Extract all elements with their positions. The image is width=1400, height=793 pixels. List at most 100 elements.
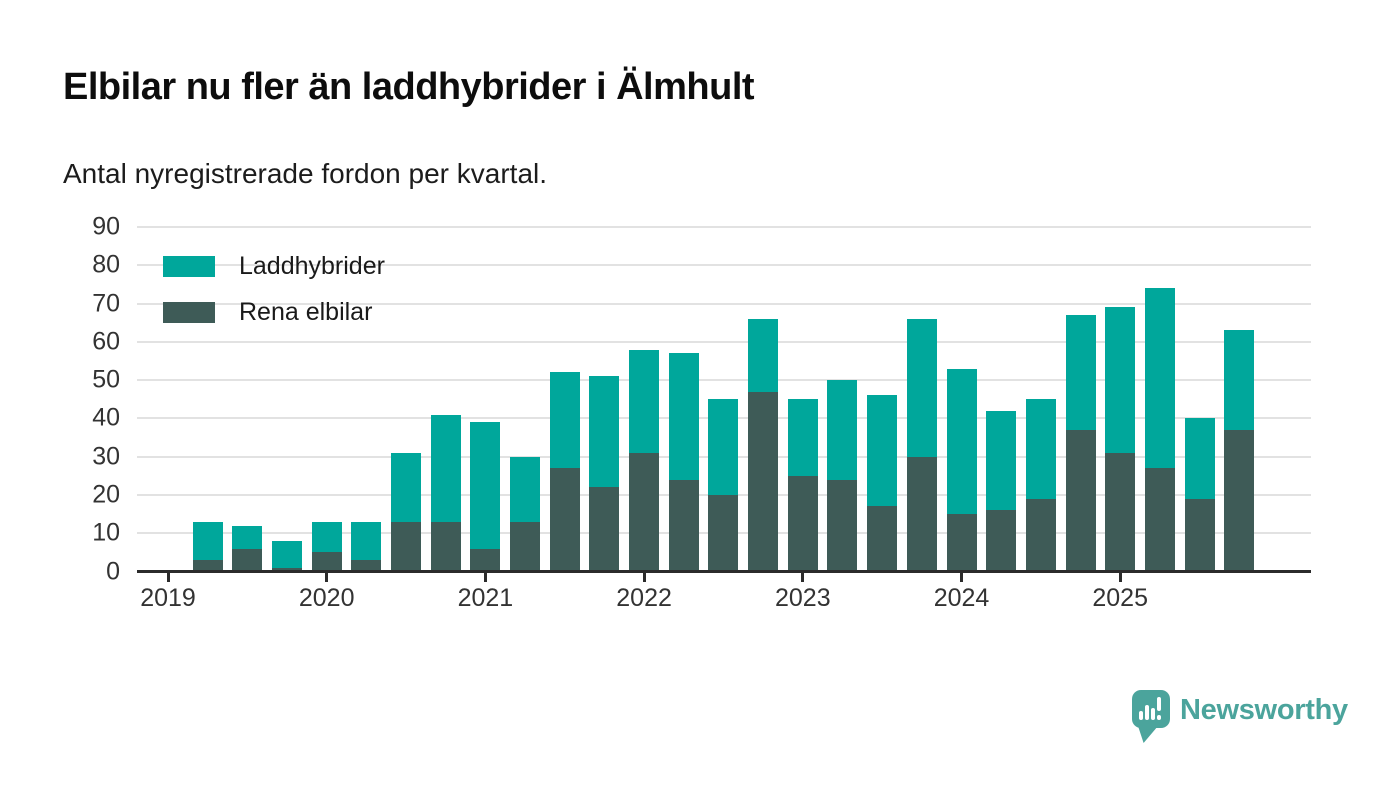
bar-segment-laddhybrider bbox=[1184, 418, 1215, 499]
bar-segment-rena-elbilar bbox=[1144, 468, 1175, 572]
x-axis-line bbox=[137, 570, 1311, 573]
bar-segment-laddhybrider bbox=[549, 372, 580, 469]
bar-segment-laddhybrider bbox=[192, 521, 223, 560]
gridline-y-80 bbox=[137, 264, 1311, 267]
bar-segment-rena-elbilar bbox=[787, 475, 818, 572]
bar-segment-rena-elbilar bbox=[867, 506, 898, 572]
bar-segment-laddhybrider bbox=[827, 380, 858, 480]
legend-label: Laddhybrider bbox=[239, 252, 385, 280]
chart-title: Elbilar nu fler än laddhybrider i Älmhul… bbox=[63, 66, 755, 108]
bar-segment-laddhybrider bbox=[1025, 399, 1056, 499]
y-axis-tick-label: 30 bbox=[92, 442, 120, 471]
bar-segment-laddhybrider bbox=[708, 399, 739, 495]
bar-segment-rena-elbilar bbox=[1105, 452, 1136, 572]
bar-segment-laddhybrider bbox=[1224, 330, 1255, 430]
bar-segment-rena-elbilar bbox=[232, 548, 263, 572]
bar-segment-laddhybrider bbox=[272, 540, 303, 568]
chart-subtitle: Antal nyregistrerade fordon per kvartal. bbox=[63, 158, 548, 189]
bar-segment-rena-elbilar bbox=[272, 567, 303, 572]
legend: Laddhybrider Rena elbilar bbox=[163, 252, 385, 344]
newsworthy-logo-icon bbox=[1132, 690, 1170, 728]
bar-segment-rena-elbilar bbox=[311, 552, 342, 572]
bar-segment-rena-elbilar bbox=[430, 521, 461, 572]
bar-segment-laddhybrider bbox=[629, 349, 660, 453]
bar-segment-laddhybrider bbox=[787, 399, 818, 476]
logo-chart-bar-icon bbox=[1151, 708, 1155, 720]
x-axis-tick-label: 2023 bbox=[774, 584, 831, 612]
bar-segment-laddhybrider bbox=[867, 395, 898, 507]
logo-chart-bar-icon bbox=[1139, 711, 1143, 720]
bar-segment-laddhybrider bbox=[906, 318, 937, 457]
logo-chart-bar-icon bbox=[1145, 705, 1149, 720]
bar-segment-rena-elbilar bbox=[192, 560, 223, 572]
bar-segment-rena-elbilar bbox=[946, 514, 977, 572]
y-axis-tick-label: 10 bbox=[92, 518, 120, 547]
legend-label: Rena elbilar bbox=[239, 298, 373, 326]
x-axis-tick bbox=[166, 573, 170, 582]
bar-segment-rena-elbilar bbox=[748, 391, 779, 572]
y-axis-tick-label: 70 bbox=[92, 289, 120, 318]
x-axis-tick bbox=[642, 573, 646, 582]
bar-segment-rena-elbilar bbox=[906, 456, 937, 572]
bar-segment-laddhybrider bbox=[470, 422, 501, 549]
bar-segment-rena-elbilar bbox=[629, 452, 660, 572]
x-axis-tick-label: 2025 bbox=[1092, 584, 1148, 612]
bar-segment-laddhybrider bbox=[589, 376, 620, 488]
bar-segment-rena-elbilar bbox=[668, 479, 699, 572]
x-axis-tick-label: 2019 bbox=[140, 584, 196, 612]
x-axis-tick bbox=[801, 573, 805, 582]
gridline-y-90 bbox=[137, 226, 1311, 229]
bar-segment-laddhybrider bbox=[1105, 307, 1136, 453]
gridline-y-60 bbox=[137, 340, 1311, 343]
gridline-y-70 bbox=[137, 302, 1311, 305]
x-axis-tick-label: 2021 bbox=[457, 584, 514, 612]
bar-segment-laddhybrider bbox=[1144, 288, 1175, 469]
bar-segment-rena-elbilar bbox=[470, 548, 501, 572]
bar-segment-rena-elbilar bbox=[391, 521, 422, 572]
y-axis-tick-label: 80 bbox=[92, 250, 120, 279]
y-axis-tick-label: 60 bbox=[92, 327, 120, 356]
x-axis-tick bbox=[1118, 573, 1122, 582]
x-axis-tick bbox=[325, 573, 329, 582]
bar-segment-laddhybrider bbox=[1065, 315, 1096, 430]
logo-bubble-tail-icon bbox=[1138, 726, 1158, 743]
bar-segment-laddhybrider bbox=[510, 456, 541, 522]
y-axis-tick-label: 20 bbox=[92, 480, 120, 509]
y-axis-tick-label: 50 bbox=[92, 365, 120, 394]
bar-segment-rena-elbilar bbox=[1025, 498, 1056, 572]
x-axis-tick-label: 2022 bbox=[616, 584, 672, 612]
bar-segment-rena-elbilar bbox=[1184, 498, 1215, 572]
bar-segment-laddhybrider bbox=[391, 452, 422, 522]
x-axis-tick bbox=[483, 573, 487, 582]
bar-segment-rena-elbilar bbox=[986, 510, 1017, 572]
bar-segment-laddhybrider bbox=[430, 414, 461, 522]
logo-chart-bar-icon bbox=[1157, 697, 1161, 711]
newsworthy-logo-text: Newsworthy bbox=[1180, 694, 1348, 726]
gridline-y-50 bbox=[137, 379, 1311, 382]
bar-segment-rena-elbilar bbox=[1065, 429, 1096, 572]
legend-item: Laddhybrider bbox=[163, 252, 385, 281]
bar-segment-laddhybrider bbox=[986, 410, 1017, 511]
bar-segment-laddhybrider bbox=[748, 318, 779, 392]
x-axis-tick bbox=[960, 573, 963, 582]
bar-segment-laddhybrider bbox=[311, 521, 342, 553]
logo-chart-bar-icon bbox=[1157, 715, 1161, 720]
legend-item: Rena elbilar bbox=[163, 298, 385, 327]
x-axis-tick-label: 2020 bbox=[298, 584, 355, 612]
legend-swatch-icon bbox=[163, 302, 215, 323]
bar-segment-rena-elbilar bbox=[549, 468, 580, 572]
bar-segment-rena-elbilar bbox=[589, 487, 620, 572]
bar-segment-laddhybrider bbox=[232, 525, 263, 549]
bar-segment-rena-elbilar bbox=[351, 560, 382, 572]
bar-segment-rena-elbilar bbox=[1224, 429, 1255, 572]
bar-segment-laddhybrider bbox=[351, 521, 382, 560]
y-axis-tick-label: 0 bbox=[106, 557, 120, 585]
y-axis-tick-label: 90 bbox=[92, 212, 120, 241]
bar-segment-rena-elbilar bbox=[827, 479, 858, 572]
x-axis-tick-label: 2024 bbox=[933, 584, 990, 612]
y-axis-tick-label: 40 bbox=[92, 403, 120, 432]
bar-segment-rena-elbilar bbox=[510, 521, 541, 572]
bar-segment-laddhybrider bbox=[946, 368, 977, 515]
legend-swatch-icon bbox=[163, 256, 215, 277]
